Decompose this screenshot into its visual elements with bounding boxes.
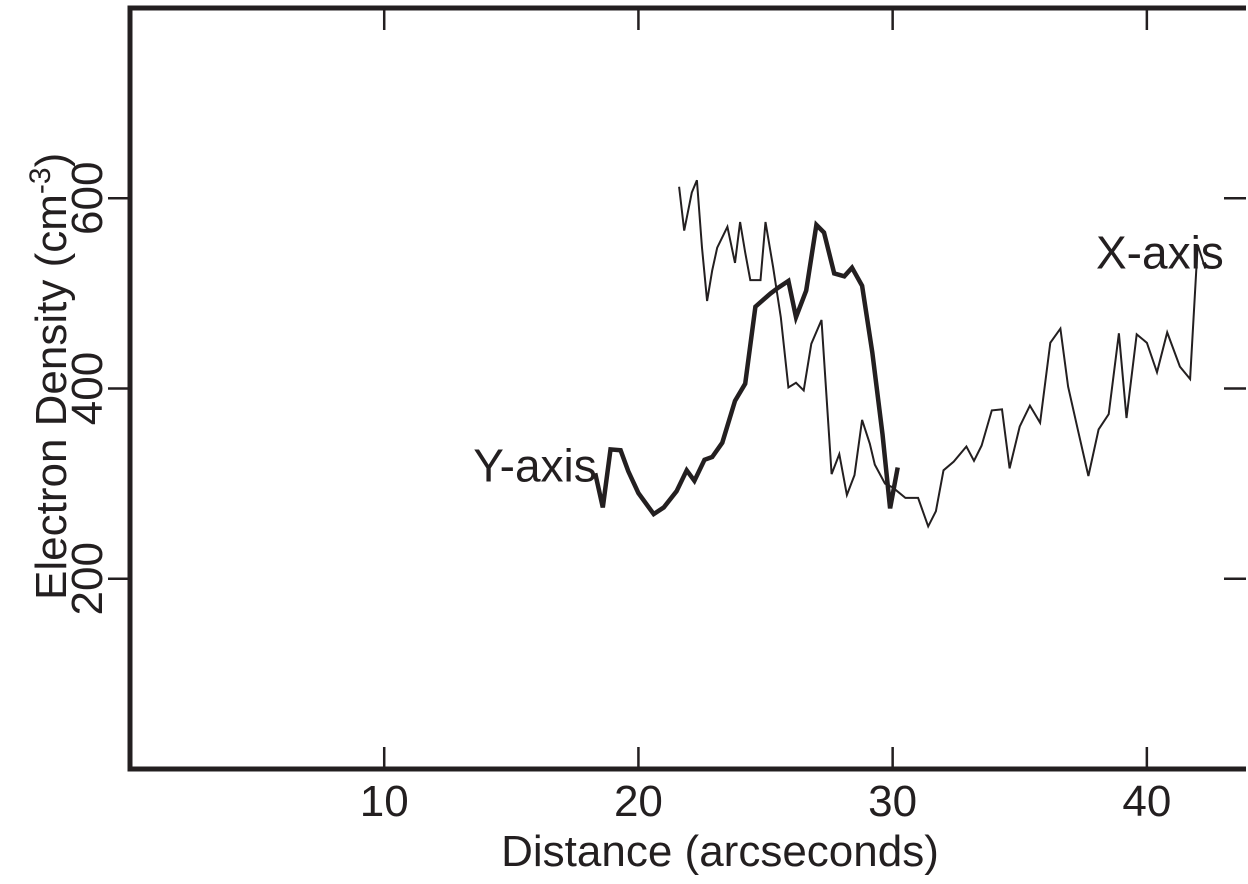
x-tick-label: 30 bbox=[868, 777, 917, 826]
x-tick-label: 10 bbox=[360, 777, 409, 826]
y-axis-title-main: Electron Density (cm bbox=[27, 194, 76, 600]
y-tick-label: 600 bbox=[63, 162, 112, 235]
y-tick-label: 400 bbox=[63, 352, 112, 425]
y-tick-label: 200 bbox=[63, 542, 112, 615]
series-label-x-axis: X-axis bbox=[1096, 227, 1224, 279]
x-axis-title: Distance (arcseconds) bbox=[501, 827, 939, 876]
y-axis-title: Electron Density (cm-3) bbox=[24, 153, 76, 600]
x-tick-label: 20 bbox=[614, 777, 663, 826]
series-label-y-axis: Y-axis bbox=[473, 440, 597, 492]
series-line-x-axis bbox=[678, 179, 1207, 529]
axis-ticks: 10 20 30 40 200 400 600 bbox=[63, 8, 1246, 826]
y-axis-title-sup: -3 bbox=[24, 167, 57, 194]
series-line-y-axis bbox=[593, 220, 900, 518]
plot-border bbox=[127, 5, 1246, 772]
x-tick-label: 40 bbox=[1122, 777, 1171, 826]
series-lines: Y-axis X-axis bbox=[473, 179, 1224, 529]
plot-frame bbox=[127, 5, 1246, 772]
y-axis-title-close: ) bbox=[27, 153, 76, 168]
